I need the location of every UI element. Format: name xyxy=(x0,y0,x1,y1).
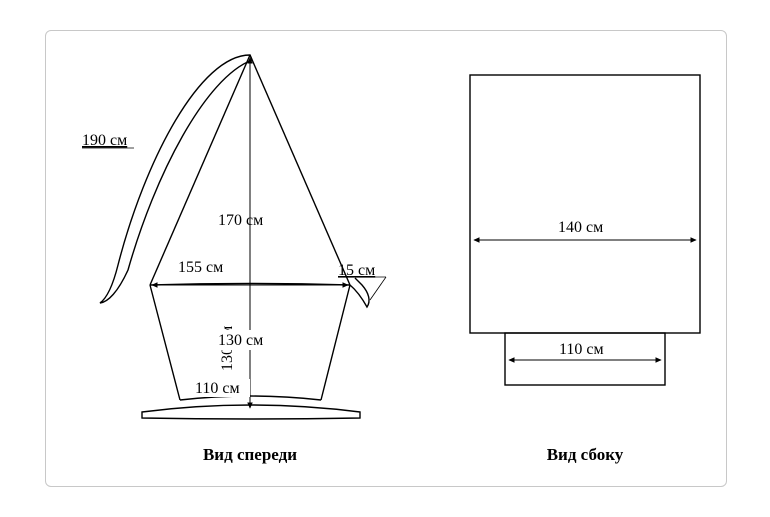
outer-frame xyxy=(45,30,727,487)
